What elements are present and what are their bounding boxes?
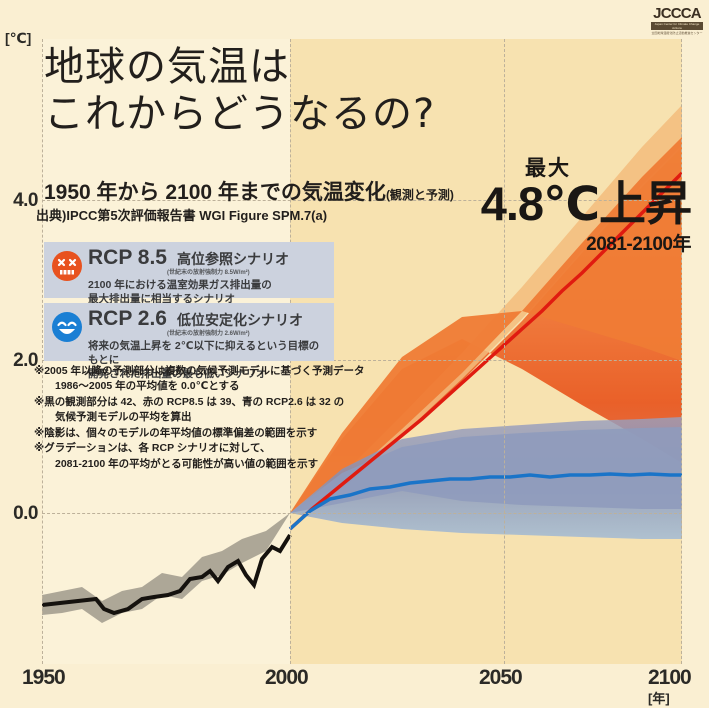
chart-subtitle: 1950 年から 2100 年までの気温変化(観測と予測) [44, 176, 454, 206]
legend-scenario-block-rcp26: 低位安定化シナリオ (世紀末の放射強制力 2.6W/m²) [167, 312, 303, 337]
gridline-4 [42, 200, 682, 201]
legend-code-rcp85: RCP 8.5 [88, 246, 167, 269]
rcp85-stddev-band [290, 137, 682, 513]
legend-text-rcp85: RCP 8.5 高位参照シナリオ (世紀末の放射強制力 8.5W/m²) 210… [88, 246, 328, 305]
gridline-2100 [681, 39, 682, 664]
legend-text-rcp26: RCP 2.6 低位安定化シナリオ (世紀末の放射強制力 2.6W/m²) 将来… [88, 307, 328, 380]
callout-value: 4.8℃上昇 [480, 177, 692, 230]
legend-scenario-rcp85: 高位参照シナリオ [177, 251, 289, 267]
logo-tagline-jp: 全国地球温暖化防止活動推進センター [651, 31, 703, 36]
x-tick-2000: 2000 [265, 666, 309, 689]
legend-desc-rcp26: 将来の気温上昇を 2℃以下に抑えるという目標のもとに 開発された排出量の最も低い… [88, 340, 320, 381]
x-tick-2050: 2050 [479, 666, 523, 689]
page-title: 地球の気温は これからどうなるの? [44, 44, 436, 138]
angry-face-icon [52, 251, 82, 281]
smiling-face-icon [52, 312, 82, 342]
rcp26-stddev-band [290, 427, 682, 513]
legend-card-rcp26[interactable]: RCP 2.6 低位安定化シナリオ (世紀末の放射強制力 2.6W/m²) 将来… [44, 303, 334, 380]
x-tick-2100: 2100 [648, 666, 692, 689]
callout-period: 2081-2100年 [586, 234, 691, 255]
legend-desc-rcp85: 2100 年における温室効果ガス排出量の 最大排出量に相当するシナリオ [88, 279, 272, 306]
legend-scenario-sub-rcp85: (世紀末の放射強制力 8.5W/m²) [167, 270, 250, 276]
chart-series-group [42, 105, 682, 623]
footnotes: ※2005 年以降の予測部分は複数の気候予測モデルに基づく予測データ 1986～… [34, 365, 365, 470]
legend-scenario-sub-rcp26: (世紀末の放射強制力 2.6W/m²) [167, 331, 250, 337]
callout-max-label: 最大 [525, 157, 571, 180]
gridline-2050 [504, 39, 505, 664]
x-tick-1950: 1950 [22, 666, 66, 689]
x-axis-unit: [年] [648, 691, 670, 706]
max-rise-callout: 最大 4.8℃上昇 2081-2100年 [480, 152, 692, 256]
gridline-1950 [42, 39, 43, 664]
source-citation: 出典)IPCC第5次評価報告書 WGI Figure SPM.7(a) [36, 208, 328, 223]
jccca-logo[interactable]: JCCCA Japan Center for Climate Change Ac… [651, 6, 703, 35]
chart-svg [42, 105, 682, 623]
subtitle-paren: (観測と予測) [385, 188, 454, 202]
rcp85-mean-line [288, 171, 682, 531]
y-tick-4: 4.0 [13, 190, 38, 211]
y-tick-0: 0.0 [13, 503, 38, 524]
legend-scenario-rcp26: 低位安定化シナリオ [177, 312, 303, 328]
legend-code-rcp26: RCP 2.6 [88, 307, 167, 330]
logo-tagline: Japan Center for Climate Change Actions [651, 22, 703, 31]
historical-mean-line [42, 533, 292, 616]
gridline-2 [42, 360, 682, 361]
logo-wordmark: JCCCA [653, 5, 701, 22]
historical-stddev-band [42, 513, 290, 623]
chart-plot-area [42, 39, 682, 664]
legend-card-rcp85[interactable]: RCP 8.5 高位参照シナリオ (世紀末の放射強制力 8.5W/m²) 210… [44, 242, 334, 305]
gridline-0 [42, 513, 682, 514]
legend-scenario-block-rcp85: 高位参照シナリオ (世紀末の放射強制力 8.5W/m²) [167, 251, 289, 276]
y-tick-2: 2.0 [13, 350, 38, 371]
subtitle-main: 1950 年から 2100 年までの気温変化 [44, 181, 386, 204]
y-axis-unit: [℃] [5, 30, 32, 46]
rcp26-mean-line [288, 472, 682, 531]
